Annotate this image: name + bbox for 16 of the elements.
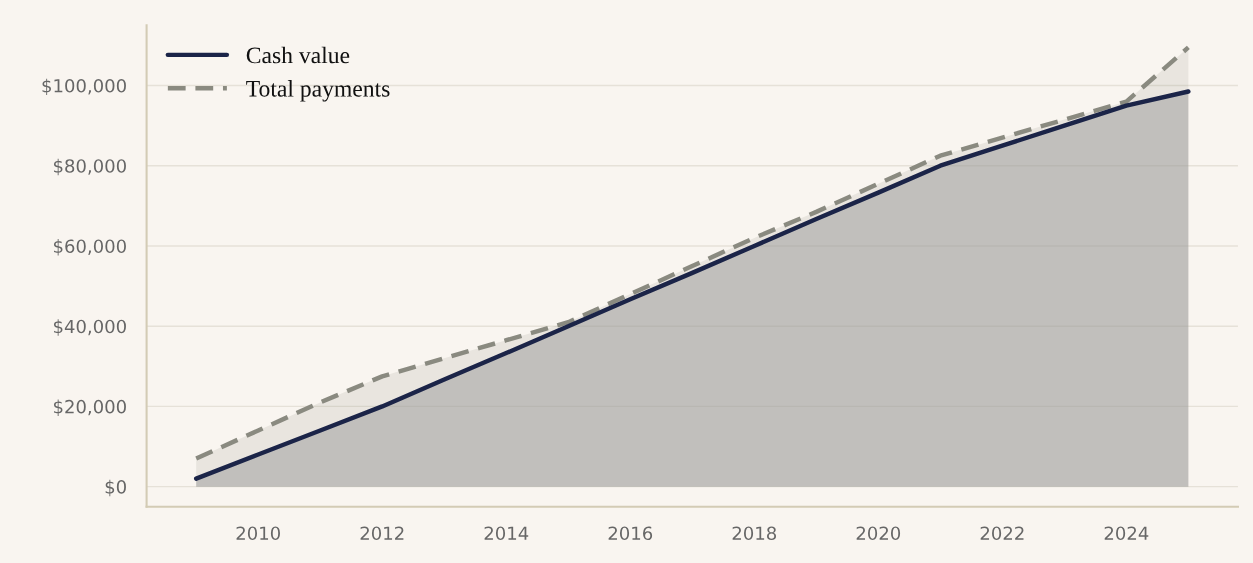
y-tick-label: $100,000 [42, 78, 126, 96]
legend-label: Cash value [246, 46, 350, 64]
y-tick-label: $20,000 [53, 399, 126, 416]
legend-label: Total payments [246, 80, 390, 102]
x-tick-label: 2016 [608, 526, 653, 541]
x-tick-label: 2014 [484, 526, 529, 541]
x-tick-label: 2024 [1104, 526, 1149, 541]
y-tick-label: $60,000 [53, 239, 126, 256]
x-tick-label: 2018 [732, 526, 777, 541]
y-tick-label: $0 [105, 479, 126, 497]
y-tick-label: $40,000 [53, 319, 126, 336]
x-tick-label: 2010 [236, 526, 280, 541]
x-tick-label: 2022 [980, 526, 1024, 541]
y-tick-label: $80,000 [53, 158, 126, 176]
x-tick-label: 2012 [360, 526, 404, 541]
x-tick-label: 2020 [856, 526, 901, 541]
